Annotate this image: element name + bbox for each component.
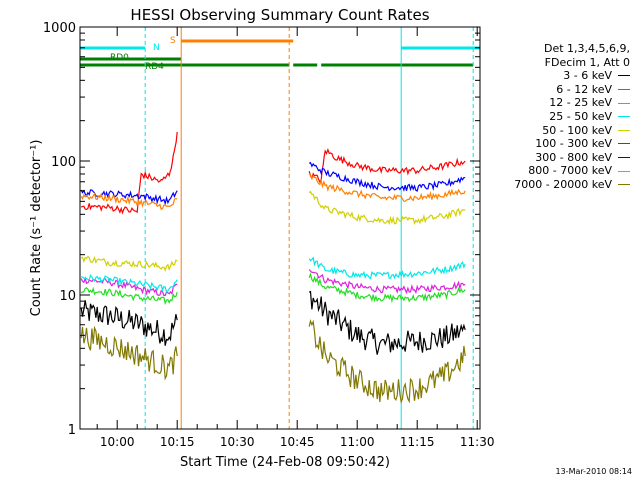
chart-title: HESSI Observing Summary Count Rates xyxy=(130,6,429,24)
flag-label-rd4: RD4 xyxy=(145,62,164,72)
footer-timestamp: 13-Mar-2010 08:14 xyxy=(555,467,633,476)
legend-label: 50 - 100 keV xyxy=(542,123,612,137)
series-line-7-0 xyxy=(80,192,178,211)
legend-label: 300 - 800 keV xyxy=(535,150,612,164)
legend-swatch xyxy=(618,75,630,77)
series-line-6-0 xyxy=(80,189,178,206)
y-tick-label-2: 100 xyxy=(51,155,76,170)
legend-swatch xyxy=(618,129,630,131)
plot-frame xyxy=(79,26,481,430)
legend-label: 6 - 12 keV xyxy=(556,82,612,96)
x-tick-label-6: 11:30 xyxy=(460,435,495,449)
legend-label: 800 - 7000 keV xyxy=(528,164,612,178)
series-line-7-1 xyxy=(308,173,466,202)
legend-item-1: 6 - 12 keV xyxy=(500,83,630,97)
series-line-8-1 xyxy=(308,318,466,404)
y-axis-label: Count Rate (s⁻¹ detector⁻¹) xyxy=(29,140,44,317)
flag-label-n: N xyxy=(153,43,160,53)
series-line-2-0 xyxy=(80,286,178,306)
series-line-5-1 xyxy=(308,147,466,184)
legend-item-0: 3 - 6 keV xyxy=(500,69,630,83)
legend-swatch xyxy=(618,102,630,104)
legend-item-6: 300 - 800 keV xyxy=(500,151,630,165)
x-axis-label: Start Time (24-Feb-08 09:50:42) xyxy=(180,455,390,470)
legend-label: 100 - 300 keV xyxy=(535,137,612,151)
legend-swatch xyxy=(618,170,630,172)
flag-bars: NS RD0 RD4 xyxy=(80,36,480,72)
legend-swatch xyxy=(618,184,630,186)
legend-label: 3 - 6 keV xyxy=(563,69,612,83)
legend-item-8: 7000 - 20000 keV xyxy=(500,178,630,192)
flag-label-rd0: RD0 xyxy=(110,53,129,63)
flag-label-s: S xyxy=(170,36,176,46)
legend-label: 25 - 50 keV xyxy=(549,109,612,123)
legend-swatch xyxy=(618,89,630,91)
series-line-2-1 xyxy=(308,272,466,304)
y-tick-label-3: 1000 xyxy=(43,21,76,36)
series-line-8-0 xyxy=(80,325,178,381)
x-tick-label-1: 10:15 xyxy=(160,435,195,449)
legend-header-line-1: Det 1,3,4,5,6,9, xyxy=(543,42,630,55)
y-tick-label-0: 1 xyxy=(68,423,76,438)
series-lines xyxy=(80,131,466,404)
legend-item-7: 800 - 7000 keV xyxy=(500,164,630,178)
event-lines xyxy=(79,27,474,429)
legend-item-3: 25 - 50 keV xyxy=(500,110,630,124)
x-tick-label-4: 11:00 xyxy=(340,435,375,449)
legend-header-line-2: FDecim 1, Att 0 xyxy=(544,55,630,69)
series-line-0-1 xyxy=(308,290,466,355)
legend-swatch xyxy=(618,116,630,118)
series-line-1-1 xyxy=(308,269,466,295)
axes: 10:00 10:15 10:30 10:45 11:00 11:15 11:30 1 10 10… xyxy=(43,21,495,449)
series-line-5-0 xyxy=(80,131,178,215)
series-line-0-0 xyxy=(80,300,178,346)
series-line-6-1 xyxy=(308,161,466,192)
series-line-4-1 xyxy=(308,190,466,226)
y-tick-label-1: 10 xyxy=(59,289,76,304)
x-tick-label-0: 10:00 xyxy=(100,435,135,449)
series-line-4-0 xyxy=(80,255,178,272)
legend-label: 7000 - 20000 keV xyxy=(514,177,612,191)
x-tick-label-3: 10:45 xyxy=(280,435,315,449)
x-tick-label-2: 10:30 xyxy=(220,435,255,449)
legend-label: 12 - 25 keV xyxy=(549,96,612,110)
x-tick-label-5: 11:15 xyxy=(400,435,435,449)
series-line-3-1 xyxy=(308,256,466,280)
series-line-3-0 xyxy=(81,274,178,293)
legend-item-2: 12 - 25 keV xyxy=(500,96,630,110)
legend-item-5: 100 - 300 keV xyxy=(500,137,630,151)
legend-swatch xyxy=(618,157,630,159)
legend: Det 1,3,4,5,6,9, FDecim 1, Att 0 3 - 6 k… xyxy=(500,42,630,192)
legend-item-4: 50 - 100 keV xyxy=(500,124,630,138)
legend-swatch xyxy=(618,143,630,145)
